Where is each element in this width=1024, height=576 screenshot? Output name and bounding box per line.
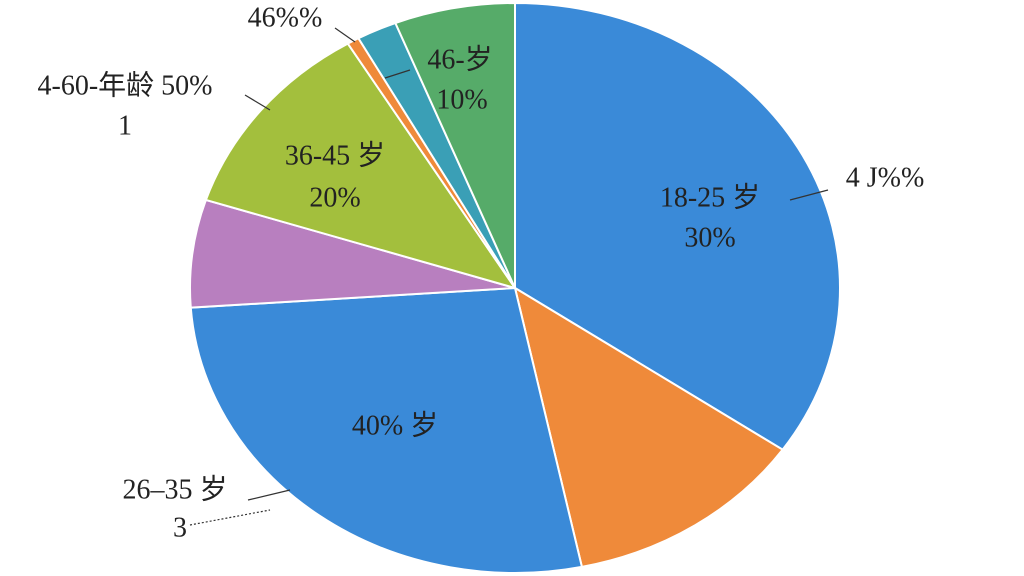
pie-slice [189,286,584,574]
slice-label: 46-岁 [427,43,492,75]
pie-slice [189,198,516,309]
outside-label: 1 [118,110,132,141]
slice-label: 40% 岁 [352,409,438,441]
outside-label: 46%% [248,2,323,33]
slice-label: 10% [436,84,487,115]
leader-line [189,509,271,526]
outside-label: 4 J%% [846,162,925,193]
outside-label: 4-60-年龄 50% [38,69,213,101]
leader-line [247,489,291,501]
leader-line [789,189,829,201]
outside-label: 3 [173,512,187,543]
leader-line [384,69,411,79]
slice-label: 36-45 岁 [285,139,385,171]
pie-slice [393,1,516,289]
leader-line [244,94,271,111]
pie-slice [513,285,785,569]
slice-label: 18-25 岁 [660,181,760,213]
pie-slice [514,1,841,451]
slice-label: 30% [684,222,735,253]
pie-slice [204,42,518,290]
outside-label: 26–35 岁 [122,473,227,505]
pie [189,1,841,574]
leader-line [334,27,356,43]
slice-label: 20% [309,182,360,213]
